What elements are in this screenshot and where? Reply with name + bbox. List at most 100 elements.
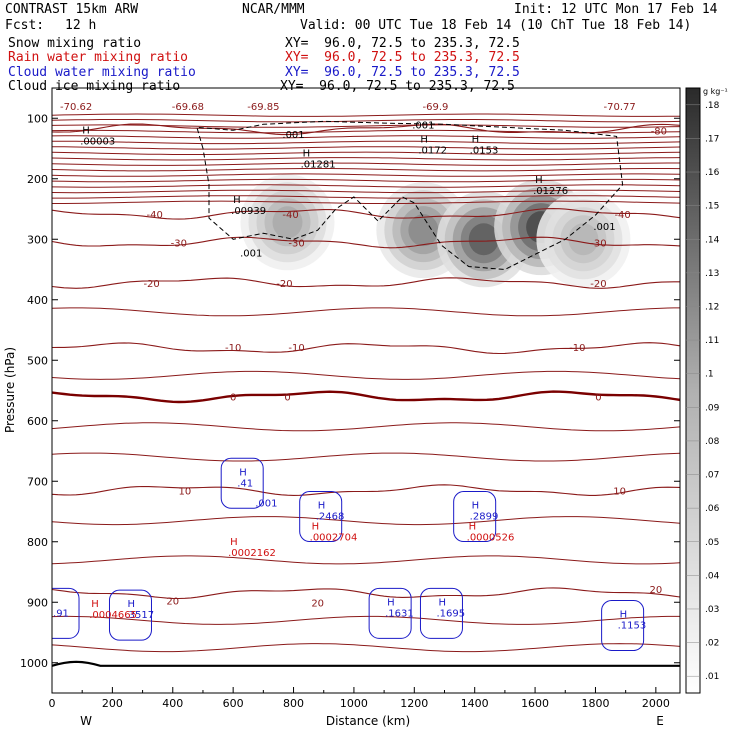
x-tick-label: 1000	[340, 697, 368, 710]
cloud-ice-contour-label: .001	[282, 130, 304, 141]
temperature-label: -80	[651, 126, 667, 137]
temperature-contour--80	[52, 123, 680, 136]
temperature-label: -20	[276, 279, 292, 290]
temperature-contour	[52, 184, 680, 188]
temperature-contour	[52, 113, 680, 117]
temperature-label: 10	[178, 486, 191, 497]
rain-maximum-h-marker: H	[469, 522, 477, 533]
cloud-water-contour	[220, 457, 264, 509]
ground-surface	[52, 660, 680, 667]
field-xy-snow: XY= 96.0, 72.5 to 235.3, 72.5	[285, 36, 520, 51]
temperature-contour	[52, 452, 680, 462]
cloud-water-contour	[108, 589, 152, 641]
snow-maximum-value: .00939	[231, 206, 266, 217]
snow-maximum-h-marker: H	[472, 135, 480, 146]
temperature-contour	[52, 157, 680, 161]
snow-shade-blob	[536, 191, 631, 288]
snow-maximum-value: .01281	[301, 159, 336, 170]
x-tick-label: 200	[102, 697, 123, 710]
cloud-water-maximum-h-marker: H	[387, 597, 395, 608]
temperature-label: -20	[143, 279, 159, 290]
temperature-label: -40	[614, 210, 630, 221]
center-name: NCAR/MMM	[242, 2, 305, 17]
temperature-contour	[52, 124, 680, 128]
colorbar-tick-label: .03	[705, 605, 719, 615]
y-tick-label: 700	[27, 475, 48, 488]
rain-maximum-h-marker: H	[91, 599, 99, 610]
cloud-water-maximum-h-marker: H	[318, 501, 326, 512]
colorbar-tick-label: .1	[705, 370, 714, 380]
init-time: Init: 12 UTC Mon 17 Feb 14	[514, 2, 718, 17]
temperature-contour--10	[52, 342, 680, 355]
y-tick-label: 800	[27, 536, 48, 549]
temperature-contour--30	[52, 236, 680, 249]
temperature-contour	[52, 178, 680, 183]
cloud-water-maximum-value: .41	[237, 478, 253, 489]
field-name-snow: Snow mixing ratio	[8, 36, 142, 51]
cloud-water-maximum-h-marker: H	[127, 599, 135, 610]
y-tick-label: 500	[27, 354, 48, 367]
y-tick-label: 900	[27, 596, 48, 609]
plot-frame	[51, 87, 681, 694]
temperature-contour	[52, 189, 680, 194]
temperature-contour-0	[52, 390, 680, 404]
temperature-label: -70.77	[603, 102, 635, 113]
colorbar-tick-label: .13	[705, 269, 719, 279]
colorbar	[685, 87, 701, 694]
temperature-contour	[52, 422, 680, 432]
temperature-contour	[52, 140, 680, 145]
colorbar-tick-label: .06	[705, 504, 720, 514]
cloud-water-maximum-value: .1153	[618, 620, 647, 631]
temperature-contour	[52, 119, 680, 123]
temperature-contour	[52, 195, 680, 199]
snow-shade-blob	[240, 174, 335, 271]
cloud-water-contour	[453, 491, 497, 543]
temperature-contour	[52, 200, 680, 204]
colorbar-tick-label: .16	[705, 168, 720, 178]
x-tick-label: 0	[49, 697, 56, 710]
y-tick-label: 100	[27, 112, 48, 125]
temperature-label: 20	[649, 585, 662, 596]
cloud-water-maximum-h-marker: H	[239, 467, 247, 478]
snow-maximum-value: .0172	[418, 146, 447, 157]
snow-maximum-h-marker: H	[420, 135, 428, 146]
snow-maximum-value: .00003	[80, 136, 115, 147]
colorbar-tick-label: .01	[705, 672, 719, 682]
rain-maximum-value: .0000526	[467, 533, 515, 544]
colorbar-tick-label: .15	[705, 202, 719, 212]
rain-maximum-h-marker: H	[312, 522, 320, 533]
colorbar-tick-label: .04	[705, 571, 720, 581]
y-axis-label: Pressure (hPa)	[3, 347, 17, 433]
y-tick-label: 300	[27, 233, 48, 246]
temperature-contour	[52, 516, 680, 526]
temperature-contour--20	[52, 277, 680, 289]
valid-time: Valid: 00 UTC Tue 18 Feb 14 (10 ChT Tue …	[300, 18, 692, 33]
colorbar-tick-label: .02	[705, 639, 719, 649]
cloud-water-maximum-value: .91	[53, 608, 69, 619]
colorbar-tick-label: .12	[705, 302, 719, 312]
snow-maximum-h-marker: H	[535, 175, 543, 186]
rain-maximum-value: .0002704	[310, 533, 358, 544]
temperature-label: -69.9	[423, 102, 449, 113]
field-name-rain: Rain water mixing ratio	[8, 50, 189, 65]
temperature-contour	[52, 146, 680, 150]
temperature-contour-20	[52, 587, 680, 600]
cloud-water-contour	[601, 599, 645, 651]
snow-maximum-value: .0153	[470, 146, 499, 157]
x-tick-label: 600	[223, 697, 244, 710]
temperature-label: -40	[146, 210, 162, 221]
temperature-label: -70.62	[60, 102, 92, 113]
cloud-water-contour-label: .001	[255, 498, 277, 509]
temperature-label: 0	[595, 393, 601, 404]
temperature-label: -69.68	[172, 102, 204, 113]
cloud-water-contour	[368, 587, 412, 639]
rain-maximum-value: .0004665	[89, 610, 137, 621]
temperature-contour	[52, 370, 680, 380]
colorbar-unit: g kg⁻¹	[703, 87, 728, 96]
x-axis-label: Distance (km)	[326, 714, 410, 728]
rain-maximum-h-marker: H	[230, 537, 238, 548]
snow-maximum-h-marker: H	[82, 125, 90, 136]
x-end-label-west: W	[80, 714, 92, 728]
temperature-label: -10	[288, 343, 304, 354]
y-tick-label: 1000	[20, 657, 48, 670]
